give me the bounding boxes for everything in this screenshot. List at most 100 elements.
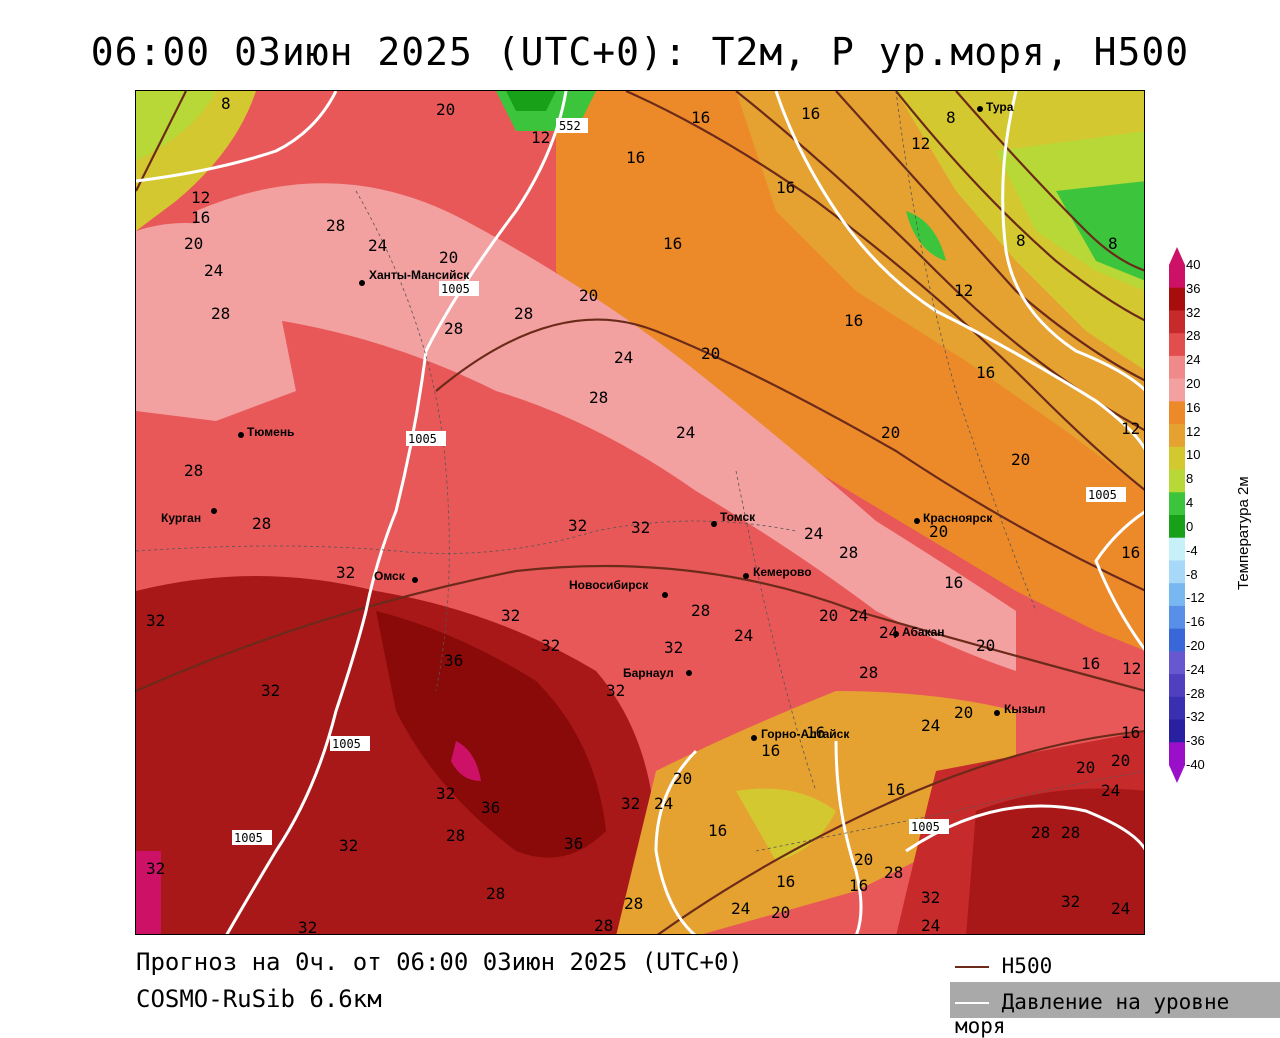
svg-text:12: 12 <box>531 128 550 147</box>
legend-pressure-box <box>950 982 1280 1018</box>
svg-text:28: 28 <box>624 894 643 913</box>
svg-text:32: 32 <box>298 918 317 935</box>
svg-text:16: 16 <box>976 363 995 382</box>
svg-text:20: 20 <box>954 703 973 722</box>
colorbar-tick-label: -36 <box>1186 733 1205 749</box>
svg-text:20: 20 <box>1076 758 1095 777</box>
colorbar-swatch <box>1169 742 1185 766</box>
colorbar-swatch <box>1169 469 1185 493</box>
svg-text:16: 16 <box>776 178 795 197</box>
city-label: Тюмень <box>247 425 294 439</box>
colorbar-tick-label: -32 <box>1186 709 1205 725</box>
colorbar-tick-label: 32 <box>1186 304 1201 320</box>
colorbar-swatch <box>1169 583 1185 607</box>
city-label: Горно-Алтайск <box>761 727 850 741</box>
svg-text:36: 36 <box>481 798 500 817</box>
city-label: Кызыл <box>1004 702 1045 716</box>
svg-text:28: 28 <box>211 304 230 323</box>
colorbar-swatch <box>1169 537 1185 561</box>
city-label: Омск <box>374 569 406 583</box>
svg-text:28: 28 <box>326 216 345 235</box>
pressure-label: 1005 <box>1088 488 1117 502</box>
svg-text:20: 20 <box>771 903 790 922</box>
svg-text:32: 32 <box>1061 892 1080 911</box>
colorbar-tick-label: 0 <box>1186 518 1194 534</box>
colorbar-tick-label: -4 <box>1186 542 1198 558</box>
svg-text:36: 36 <box>564 834 583 853</box>
svg-text:24: 24 <box>1111 899 1130 918</box>
svg-text:28: 28 <box>514 304 533 323</box>
pressure-label: 1005 <box>408 432 437 446</box>
svg-text:16: 16 <box>944 573 963 592</box>
svg-text:24: 24 <box>731 899 750 918</box>
pressure-label: 1005 <box>332 737 361 751</box>
svg-text:28: 28 <box>444 319 463 338</box>
colorbar-swatch <box>1169 515 1185 539</box>
svg-text:16: 16 <box>691 108 710 127</box>
colorbar-swatch <box>1169 378 1185 402</box>
svg-text:16: 16 <box>191 208 210 227</box>
svg-text:28: 28 <box>1061 823 1080 842</box>
svg-text:24: 24 <box>849 606 868 625</box>
colorbar-tick-label: -12 <box>1186 590 1205 606</box>
svg-text:28: 28 <box>594 916 613 935</box>
svg-text:28: 28 <box>1031 823 1050 842</box>
svg-text:16: 16 <box>761 741 780 760</box>
svg-text:24: 24 <box>804 524 823 543</box>
colorbar-tick-label: 8 <box>1186 471 1194 487</box>
svg-text:16: 16 <box>806 723 825 742</box>
colorbar-tick-label: 24 <box>1186 352 1201 368</box>
colorbar-tick-label: -40 <box>1186 757 1205 772</box>
city-label: Томск <box>720 510 756 524</box>
colorbar-title: Температура 2м <box>1235 476 1252 590</box>
city-label: Тура <box>986 100 1014 114</box>
pressure-label: 1005 <box>234 831 263 845</box>
model-info: COSMO-RuSib 6.6км <box>136 985 382 1013</box>
svg-text:8: 8 <box>1016 231 1026 250</box>
svg-text:20: 20 <box>1111 751 1130 770</box>
colorbar-tick-label: -24 <box>1186 661 1205 677</box>
svg-text:28: 28 <box>446 826 465 845</box>
svg-text:28: 28 <box>252 514 271 533</box>
svg-text:12: 12 <box>1122 659 1141 678</box>
city-label: Барнаул <box>623 666 674 680</box>
city-label: Ханты-Мансийск <box>369 268 470 282</box>
colorbar-swatch <box>1169 310 1185 334</box>
svg-text:20: 20 <box>976 636 995 655</box>
svg-text:32: 32 <box>568 516 587 535</box>
svg-text:16: 16 <box>663 234 682 253</box>
svg-text:20: 20 <box>579 286 598 305</box>
colorbar-swatch <box>1169 287 1185 311</box>
svg-text:12: 12 <box>1121 419 1140 438</box>
map-title: 06:00 03июн 2025 (UTC+0): T2м, P ур.моря… <box>90 30 1190 74</box>
svg-text:20: 20 <box>439 248 458 267</box>
svg-text:12: 12 <box>191 188 210 207</box>
svg-text:32: 32 <box>606 681 625 700</box>
svg-text:16: 16 <box>1121 543 1140 562</box>
pressure-label: 1005 <box>441 282 470 296</box>
colorbar-tick-label: -28 <box>1186 685 1205 701</box>
city-label: Абакан <box>902 625 945 639</box>
svg-text:28: 28 <box>589 388 608 407</box>
svg-text:36: 36 <box>444 651 463 670</box>
city-label: Кемерово <box>753 565 812 579</box>
city-label: Красноярск <box>923 511 993 525</box>
svg-text:16: 16 <box>1081 654 1100 673</box>
colorbar-swatch <box>1169 333 1185 357</box>
svg-text:24: 24 <box>614 348 633 367</box>
svg-text:24: 24 <box>204 261 223 280</box>
colorbar-swatch <box>1169 446 1185 471</box>
svg-text:32: 32 <box>501 606 520 625</box>
svg-text:24: 24 <box>368 236 387 255</box>
svg-text:16: 16 <box>886 780 905 799</box>
colorbar-swatch <box>1169 628 1185 652</box>
svg-text:8: 8 <box>946 108 956 127</box>
colorbar-min-arrow <box>1169 765 1185 783</box>
svg-text:24: 24 <box>734 626 753 645</box>
svg-text:28: 28 <box>184 461 203 480</box>
svg-text:32: 32 <box>436 784 455 803</box>
colorbar-tick-label: 12 <box>1186 423 1201 439</box>
svg-text:28: 28 <box>691 601 710 620</box>
colorbar-swatch <box>1169 355 1185 380</box>
legend-h500-label: H500 <box>1001 954 1053 978</box>
